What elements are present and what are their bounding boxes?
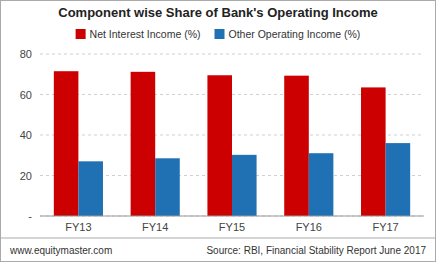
x-tick-label: FY14 (142, 221, 168, 233)
legend-swatch (214, 29, 224, 39)
title: Component wise Share of Bank's Operating… (58, 5, 377, 20)
bar (386, 143, 411, 216)
chart: Component wise Share of Bank's Operating… (0, 0, 436, 262)
bar (54, 71, 79, 216)
bar (284, 76, 309, 216)
legend-item: Net Interest Income (%) (76, 28, 201, 40)
x-tick-label: FY13 (65, 221, 91, 233)
bar (78, 161, 103, 216)
chart-container: Component wise Share of Bank's Operating… (0, 0, 436, 262)
grid-line (40, 216, 424, 217)
bars (54, 71, 410, 216)
y-tick-label: 80 (20, 48, 32, 60)
grid-line (40, 54, 424, 55)
x-tick-label: FY16 (296, 221, 322, 233)
y-tick-label: 20 (20, 170, 32, 182)
legend-label: Net Interest Income (%) (90, 28, 201, 40)
bar (155, 158, 180, 216)
y-tick-label: - (28, 210, 32, 222)
y-axis: - 20 40 60 80 (20, 48, 424, 222)
x-axis: FY13 FY14 FY15 FY16 FY17 (65, 221, 398, 233)
legend-item: Other Operating Income (%) (214, 28, 360, 40)
border (1, 1, 436, 262)
bar (309, 153, 334, 216)
bar (131, 72, 156, 216)
annotation: Source: RBI, Financial Stability Report … (206, 245, 426, 256)
x-tick-label: FY15 (219, 221, 245, 233)
bar (232, 155, 257, 216)
bar (361, 87, 386, 216)
legend: Net Interest Income (%) Other Operating I… (76, 28, 361, 40)
annotation: www.equitymaster.com (9, 245, 112, 256)
x-axis-line (40, 216, 424, 217)
x-tick-label: FY17 (372, 221, 398, 233)
y-tick-label: 60 (20, 89, 32, 101)
bar (207, 75, 232, 216)
legend-swatch (76, 29, 86, 39)
footer-rule (0, 238, 436, 239)
legend-label: Other Operating Income (%) (228, 28, 360, 40)
y-tick-label: 40 (20, 129, 32, 141)
